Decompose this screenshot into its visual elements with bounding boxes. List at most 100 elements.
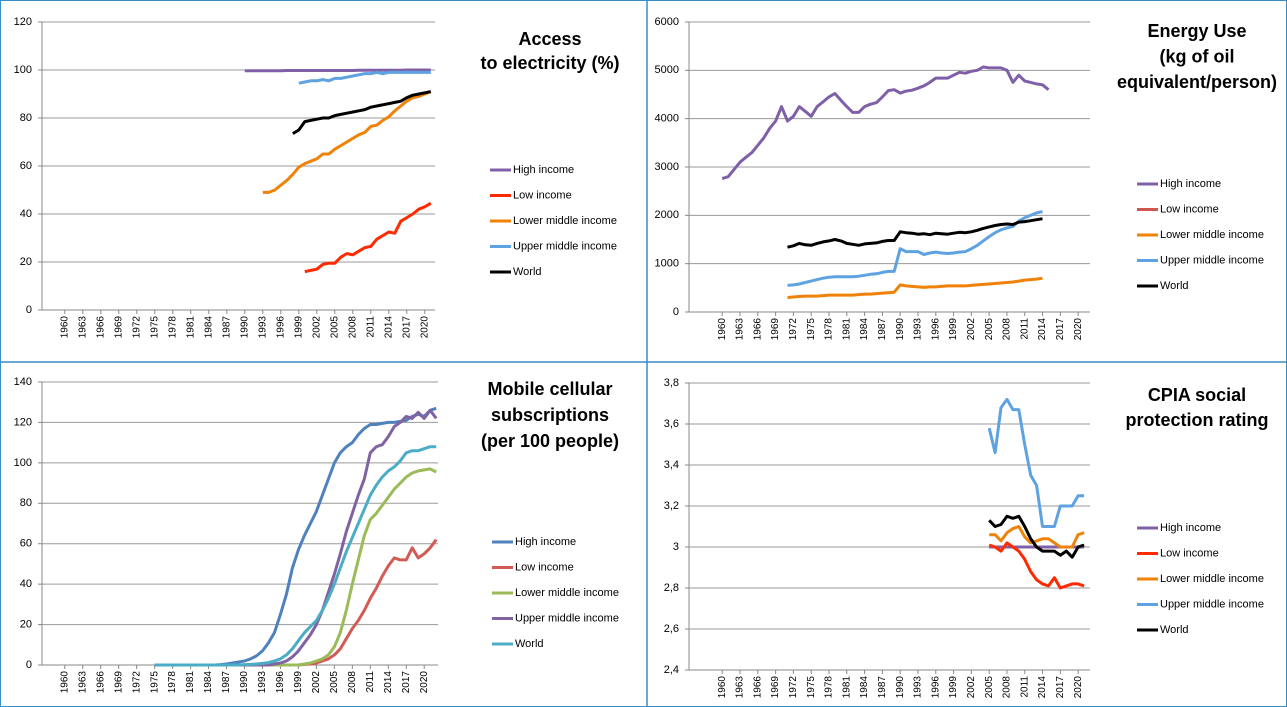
x-tick-label: 1981 bbox=[185, 316, 196, 339]
y-tick-label: 6000 bbox=[655, 16, 679, 28]
x-tick-label: 1981 bbox=[185, 671, 196, 694]
x-tick-label: 1969 bbox=[770, 318, 781, 341]
legend-label: Lower middle income bbox=[1160, 229, 1264, 241]
x-tick-label: 2002 bbox=[966, 318, 977, 341]
legend-label: World bbox=[1160, 624, 1189, 636]
x-tick-label: 2014 bbox=[383, 671, 394, 694]
legend-label: Upper middle income bbox=[1160, 598, 1264, 610]
legend-label: Lower middle income bbox=[1160, 573, 1264, 585]
y-tick-label: 5000 bbox=[655, 64, 679, 76]
y-tick-label: 2,8 bbox=[664, 582, 679, 594]
x-tick-label: 1963 bbox=[77, 316, 88, 339]
x-tick-label: 2002 bbox=[311, 671, 322, 694]
x-tick-label: 2008 bbox=[347, 316, 358, 339]
x-tick-label: 2002 bbox=[966, 676, 977, 699]
x-tick-label: 1996 bbox=[275, 316, 286, 339]
x-tick-label: 2014 bbox=[1037, 676, 1048, 699]
y-tick-label: 140 bbox=[14, 376, 32, 388]
x-tick-label: 1972 bbox=[788, 676, 799, 699]
y-tick-label: 4000 bbox=[655, 113, 679, 125]
x-tick-label: 2005 bbox=[329, 671, 340, 694]
x-tick-label: 1966 bbox=[752, 676, 763, 699]
x-tick-label: 1975 bbox=[806, 318, 817, 341]
series-line bbox=[988, 541, 1085, 590]
x-tick-label: 1960 bbox=[717, 676, 728, 699]
y-tick-label: 3,6 bbox=[664, 418, 679, 430]
series-line bbox=[154, 408, 438, 667]
x-tick-label: 1990 bbox=[895, 318, 906, 341]
x-tick-label: 1972 bbox=[131, 316, 142, 339]
chart-title: (kg of oil bbox=[1160, 46, 1235, 66]
x-tick-label: 1984 bbox=[859, 318, 870, 341]
y-tick-label: 2000 bbox=[655, 209, 679, 221]
x-tick-label: 2017 bbox=[401, 671, 412, 694]
x-tick-label: 1984 bbox=[203, 671, 214, 694]
x-tick-label: 2005 bbox=[329, 316, 340, 339]
y-tick-label: 0 bbox=[26, 659, 32, 671]
x-tick-label: 2011 bbox=[1019, 318, 1030, 340]
legend-label: Lower middle income bbox=[513, 215, 617, 227]
y-tick-label: 80 bbox=[20, 112, 32, 124]
x-tick-label: 1960 bbox=[717, 318, 728, 341]
x-tick-label: 1966 bbox=[95, 316, 106, 339]
chart-panel: 0 1000 2000 3000 4000 5000 6000 1960 1963 1966 196… bbox=[655, 16, 1278, 340]
series-line bbox=[298, 70, 431, 85]
chart-panel: 0 20 40 60 80 100 120 1960 1963 1966 1969 1972 1975 1… bbox=[14, 16, 620, 338]
y-tick-label: 60 bbox=[20, 538, 32, 550]
y-tick-label: 120 bbox=[14, 16, 32, 28]
series-line bbox=[787, 217, 1043, 249]
x-tick-label: 1978 bbox=[824, 676, 835, 699]
legend-label: Upper middle income bbox=[513, 240, 617, 252]
chart-title: equivalent/person) bbox=[1117, 72, 1277, 92]
x-tick-label: 1993 bbox=[257, 671, 268, 694]
x-tick-label: 2005 bbox=[984, 318, 995, 341]
legend-label: High income bbox=[1160, 522, 1221, 534]
x-tick-label: 1969 bbox=[113, 671, 124, 694]
x-tick-label: 2002 bbox=[311, 316, 322, 339]
x-tick-label: 1981 bbox=[841, 676, 852, 699]
y-tick-label: 3,4 bbox=[664, 459, 679, 471]
x-tick-label: 1999 bbox=[948, 676, 959, 699]
y-tick-label: 40 bbox=[20, 578, 32, 590]
series-line bbox=[292, 90, 432, 135]
y-tick-label: 3,8 bbox=[664, 377, 679, 389]
x-tick-label: 1975 bbox=[149, 316, 160, 339]
x-tick-label: 1990 bbox=[239, 671, 250, 694]
series-line bbox=[988, 514, 1085, 559]
x-tick-label: 1990 bbox=[895, 676, 906, 699]
legend-label: High income bbox=[513, 164, 574, 176]
x-tick-label: 2020 bbox=[1073, 676, 1084, 699]
y-tick-label: 0 bbox=[673, 306, 679, 318]
y-tick-label: 2,4 bbox=[664, 664, 679, 676]
legend-label: Low income bbox=[1160, 203, 1219, 215]
series-line bbox=[721, 65, 1050, 181]
series-line bbox=[787, 210, 1043, 287]
x-tick-label: 1987 bbox=[221, 316, 232, 339]
x-tick-label: 1984 bbox=[859, 676, 870, 699]
x-tick-label: 1966 bbox=[752, 318, 763, 341]
x-tick-label: 1993 bbox=[257, 316, 268, 339]
x-tick-label: 2014 bbox=[1037, 318, 1048, 341]
x-tick-label: 2017 bbox=[1055, 318, 1066, 341]
y-tick-label: 120 bbox=[14, 416, 32, 428]
legend-label: World bbox=[515, 638, 544, 650]
series-line bbox=[304, 201, 432, 274]
legend-label: High income bbox=[515, 536, 576, 548]
x-tick-label: 2011 bbox=[1019, 676, 1030, 698]
legend-label: Low income bbox=[515, 561, 574, 573]
chart-title: Mobile cellular bbox=[487, 379, 612, 399]
x-tick-label: 1993 bbox=[913, 318, 924, 341]
x-tick-label: 2020 bbox=[1073, 318, 1084, 341]
x-tick-label: 1999 bbox=[293, 316, 304, 339]
legend-label: Low income bbox=[1160, 547, 1219, 559]
legend-label: Upper middle income bbox=[515, 612, 619, 624]
x-tick-label: 1972 bbox=[788, 318, 799, 341]
chart-title: to electricity (%) bbox=[480, 53, 619, 73]
x-tick-label: 1960 bbox=[59, 671, 70, 694]
series-line bbox=[262, 90, 432, 194]
x-tick-label: 1963 bbox=[735, 318, 746, 341]
y-tick-label: 3,2 bbox=[664, 500, 679, 512]
x-tick-label: 1990 bbox=[239, 316, 250, 339]
